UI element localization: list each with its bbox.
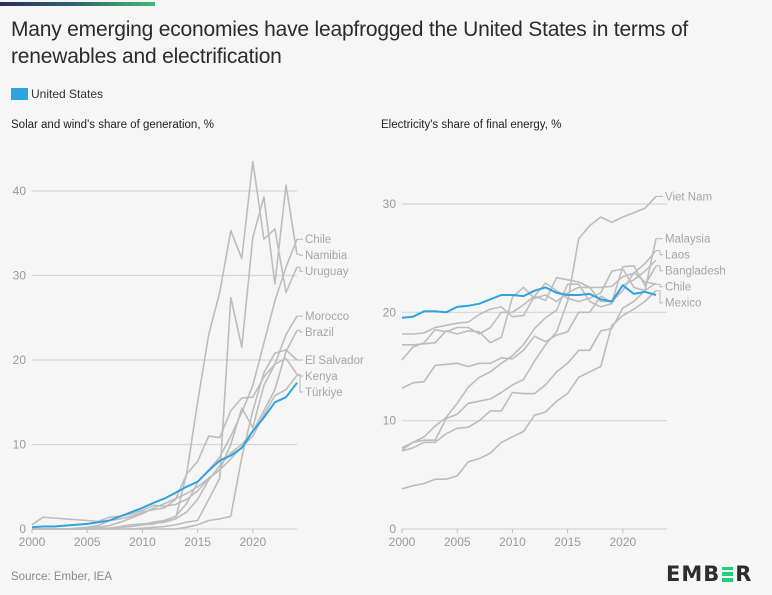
series-label-morocco: Morocco [305, 311, 349, 323]
series-label-chile: Chile [665, 282, 691, 294]
left-chart-subtitle: Solar and wind's share of generation, % [11, 119, 214, 131]
label-connector [656, 250, 663, 256]
label-connector [297, 253, 303, 256]
series-line-united-states [31, 382, 298, 529]
series-label-mexico: Mexico [665, 298, 701, 310]
series-line-laos [402, 250, 657, 335]
y-tick-label: 0 [389, 522, 396, 536]
series-line-united-states [401, 284, 657, 319]
y-tick-label: 10 [383, 414, 397, 428]
series-label-chile: Chile [305, 234, 331, 246]
series-line-kenya [31, 357, 298, 526]
label-connector [656, 290, 663, 304]
x-tick-label: 2000 [389, 535, 416, 549]
series-line-chile [32, 238, 298, 530]
label-connector [656, 283, 663, 288]
series-line-namibia [32, 184, 298, 530]
x-tick-label: 2010 [499, 535, 526, 549]
x-tick-label: 2010 [129, 535, 156, 549]
series-label-laos: Laos [665, 250, 690, 262]
label-connector [297, 266, 303, 272]
x-tick-label: 2020 [239, 535, 266, 549]
series-label-el-salvador: El Salvador [305, 355, 364, 367]
x-tick-label: 2005 [444, 535, 471, 549]
x-tick-label: 2020 [609, 535, 636, 549]
series-label-uruguay: Uruguay [305, 266, 349, 278]
series-line-turkiye [32, 374, 298, 530]
x-tick-label: 2005 [74, 535, 101, 549]
series-label-malaysia: Malaysia [665, 234, 711, 246]
series-line-other-b [401, 259, 657, 451]
x-tick-label: 2015 [554, 535, 581, 549]
ember-logo: EMB R [666, 562, 752, 586]
series-label-turkiye: Türkiye [305, 387, 343, 399]
y-tick-label: 30 [13, 269, 27, 283]
left-chart-solar-wind: 0 10 20 30 40 2000 2005 2010 2015 2020 Chile Namibi… [13, 160, 364, 549]
label-connector [297, 374, 303, 393]
y-tick-label: 20 [13, 353, 27, 367]
top-accent-bar [0, 2, 155, 6]
series-label-namibia: Namibia [305, 250, 348, 262]
series-label-kenya: Kenya [305, 371, 338, 383]
series-label-bangladesh: Bangladesh [665, 266, 726, 278]
y-tick-label: 20 [383, 305, 397, 319]
right-chart-subtitle: Electricity's share of final energy, % [381, 119, 562, 131]
right-chart-electricity: 0 10 20 30 2000 2005 2010 2015 2020 Viet Nam Malay… [383, 191, 726, 549]
legend-label-united-states: United States [31, 87, 104, 101]
series-line-other-a [401, 282, 657, 452]
logo-green-e-icon [722, 566, 734, 582]
source-note: Source: Ember, IEA [11, 571, 112, 583]
series-line-viet-nam [401, 195, 657, 449]
logo-text-right: R [735, 562, 753, 586]
series-line-mexico [401, 290, 657, 490]
y-tick-label: 10 [13, 438, 27, 452]
series-line-malaysia [401, 238, 657, 361]
label-connector [297, 329, 303, 333]
legend-swatch-united-states [11, 88, 28, 100]
series-label-brazil: Brazil [305, 327, 334, 339]
series-line-el-salvador [32, 349, 298, 530]
chart-title: Many emerging economies have leapfrogged… [11, 18, 689, 68]
y-tick-label: 30 [383, 197, 397, 211]
label-connector [656, 265, 663, 272]
y-tick-label: 40 [13, 184, 27, 198]
series-line-uruguay [32, 160, 298, 530]
series-line-bangladesh [401, 264, 657, 389]
x-tick-label: 2015 [184, 535, 211, 549]
series-label-viet-nam: Viet Nam [665, 191, 712, 203]
x-tick-label: 2000 [19, 535, 46, 549]
y-tick-label: 0 [19, 522, 26, 536]
legend: United States [11, 87, 103, 101]
logo-text-left: EMB [666, 562, 721, 586]
